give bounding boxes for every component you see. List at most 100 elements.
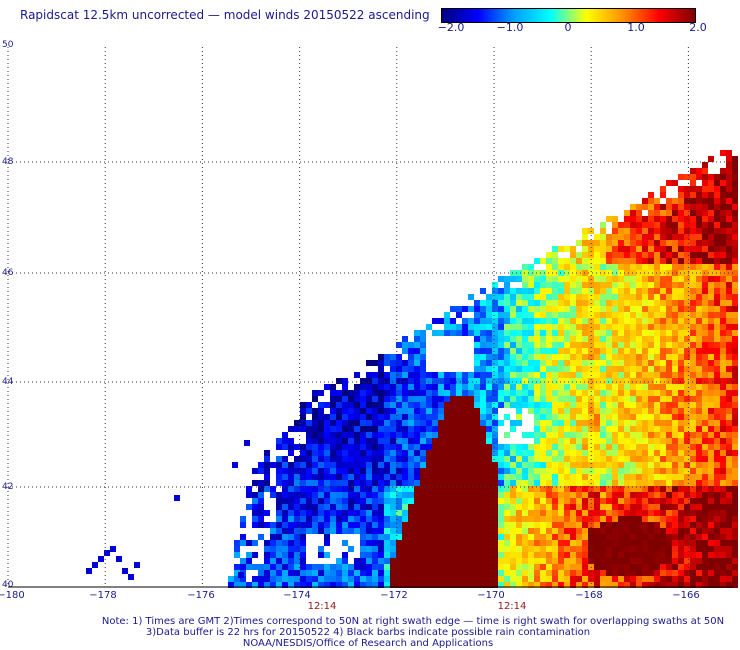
wind-cell xyxy=(498,336,504,342)
wind-cell xyxy=(726,180,732,186)
wind-cell xyxy=(660,222,666,228)
wind-cell xyxy=(318,510,324,516)
wind-cell xyxy=(282,468,288,474)
wind-cell xyxy=(390,366,396,372)
wind-cell xyxy=(636,264,642,270)
wind-cell xyxy=(342,480,348,486)
wind-cell xyxy=(636,444,642,450)
wind-cell xyxy=(678,282,684,288)
wind-cell xyxy=(522,354,528,360)
wind-cell xyxy=(540,360,546,366)
wind-cell xyxy=(444,384,450,390)
wind-cell xyxy=(618,372,624,378)
wind-cell xyxy=(486,498,492,504)
wind-cell xyxy=(312,420,318,426)
wind-cell xyxy=(336,456,342,462)
wind-cell xyxy=(552,462,558,468)
wind-cell xyxy=(564,396,570,402)
wind-cell xyxy=(684,264,690,270)
wind-cell xyxy=(420,498,426,504)
wind-cell xyxy=(642,444,648,450)
wind-cell xyxy=(336,414,342,420)
wind-cell xyxy=(318,414,324,420)
wind-cell xyxy=(600,402,606,408)
wind-cell xyxy=(240,516,246,522)
wind-cell xyxy=(708,504,714,510)
wind-cell xyxy=(660,306,666,312)
wind-cell xyxy=(378,456,384,462)
wind-cell xyxy=(684,468,690,474)
wind-cell xyxy=(726,276,732,282)
wind-cell xyxy=(546,288,552,294)
wind-cell xyxy=(474,456,480,462)
wind-cell xyxy=(408,420,414,426)
lat-label-50: 50 xyxy=(2,40,14,50)
wind-cell xyxy=(642,474,648,480)
wind-cell xyxy=(726,240,732,246)
wind-cell xyxy=(546,504,552,510)
wind-cell xyxy=(456,480,462,486)
wind-cell xyxy=(654,570,660,576)
wind-cell xyxy=(582,300,588,306)
wind-cell xyxy=(732,282,738,288)
wind-cell xyxy=(300,540,306,546)
wind-cell xyxy=(642,300,648,306)
wind-cell xyxy=(324,528,330,534)
wind-cell xyxy=(702,186,708,192)
wind-cell xyxy=(510,492,516,498)
wind-cell xyxy=(474,372,480,378)
wind-cell xyxy=(462,420,468,426)
wind-cell xyxy=(546,468,552,474)
wind-cell xyxy=(312,408,318,414)
wind-cell xyxy=(348,516,354,522)
wind-cell xyxy=(378,570,384,576)
wind-cell xyxy=(642,462,648,468)
wind-cell xyxy=(528,516,534,522)
wind-cell xyxy=(414,516,420,522)
wind-cell xyxy=(570,354,576,360)
wind-cell xyxy=(354,480,360,486)
wind-cell xyxy=(426,372,432,378)
wind-cell xyxy=(702,228,708,234)
wind-cell xyxy=(708,552,714,558)
wind-cell xyxy=(330,384,336,390)
wind-cell xyxy=(438,402,444,408)
wind-cell xyxy=(642,216,648,222)
wind-cell xyxy=(672,312,678,318)
wind-cell xyxy=(708,432,714,438)
wind-cell xyxy=(636,228,642,234)
wind-cell xyxy=(720,492,726,498)
wind-cell xyxy=(630,564,636,570)
wind-cell xyxy=(372,372,378,378)
wind-cell xyxy=(516,396,522,402)
wind-cell xyxy=(702,276,708,282)
wind-cell xyxy=(636,414,642,420)
wind-cell xyxy=(714,384,720,390)
wind-cell xyxy=(684,318,690,324)
wind-cell xyxy=(486,366,492,372)
wind-cell xyxy=(582,480,588,486)
wind-cell xyxy=(732,384,738,390)
wind-cell xyxy=(384,582,390,588)
wind-cell xyxy=(396,540,402,546)
wind-cell xyxy=(480,492,486,498)
wind-cell xyxy=(624,294,630,300)
wind-cell xyxy=(708,264,714,270)
wind-cell xyxy=(594,498,600,504)
wind-cell xyxy=(432,468,438,474)
wind-cell xyxy=(636,276,642,282)
wind-cell xyxy=(510,288,516,294)
wind-cell xyxy=(122,568,128,574)
wind-cell xyxy=(624,510,630,516)
wind-cell xyxy=(312,444,318,450)
wind-cell xyxy=(390,474,396,480)
wind-cell xyxy=(420,582,426,588)
wind-cell xyxy=(564,480,570,486)
wind-cell xyxy=(732,330,738,336)
wind-cell xyxy=(660,252,666,258)
wind-cell xyxy=(552,492,558,498)
wind-cell xyxy=(306,402,312,408)
wind-cell xyxy=(378,534,384,540)
wind-cell xyxy=(666,396,672,402)
wind-cell xyxy=(720,306,726,312)
